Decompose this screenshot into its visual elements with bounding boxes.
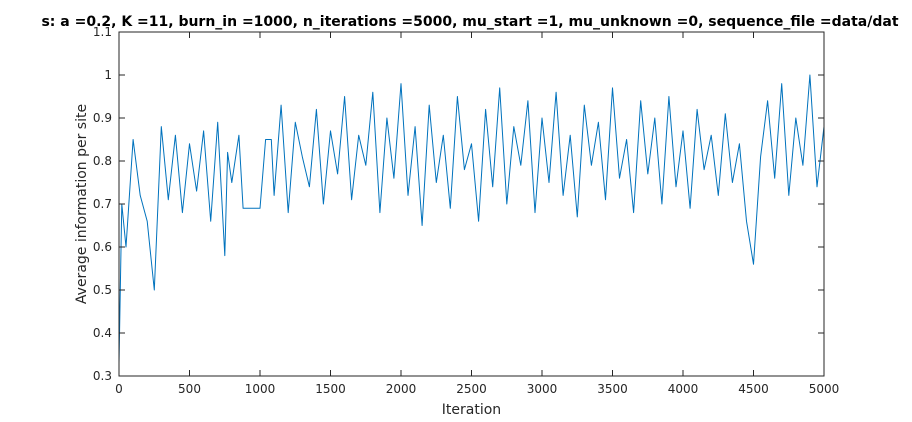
y-tick-label: 0.9 — [93, 111, 112, 125]
x-axis-label: Iteration — [442, 402, 501, 418]
x-tick-label: 2000 — [386, 382, 417, 396]
series-line-0 — [118, 74, 825, 364]
y-tick-label: 1.1 — [93, 25, 112, 39]
y-tick-label: 0.8 — [93, 154, 112, 168]
chart-title: s: a =0.2, K =11, burn_in =1000, n_itera… — [41, 14, 898, 30]
x-tick-label: 4500 — [738, 382, 769, 396]
y-tick-label: 0.5 — [93, 283, 112, 297]
x-tick-label: 3500 — [597, 382, 628, 396]
plot-area — [119, 32, 824, 376]
y-tick-label: 0.7 — [93, 197, 112, 211]
x-tick-label: 2500 — [456, 382, 487, 396]
y-axis-label: Average information per site — [74, 104, 90, 304]
y-tick-label: 0.6 — [93, 240, 112, 254]
x-tick-label: 500 — [178, 382, 201, 396]
x-tick-label: 4000 — [668, 382, 699, 396]
x-tick-label: 5000 — [809, 382, 840, 396]
y-axis: 0.3 0.4 0.5 0.6 0.7 0.8 0.9 1 1.1 — [93, 25, 824, 383]
y-tick-label: 0.4 — [93, 326, 112, 340]
x-axis: 0 500 1000 1500 2000 2500 3000 3500 4000 4500 5000 — [115, 32, 839, 396]
x-tick-label: 1500 — [315, 382, 346, 396]
y-tick-label: 0.3 — [93, 369, 112, 383]
x-tick-label: 1000 — [245, 382, 276, 396]
series-layer — [118, 74, 825, 364]
y-tick-label: 1 — [104, 68, 112, 82]
x-tick-label: 0 — [115, 382, 123, 396]
x-tick-label: 3000 — [527, 382, 558, 396]
